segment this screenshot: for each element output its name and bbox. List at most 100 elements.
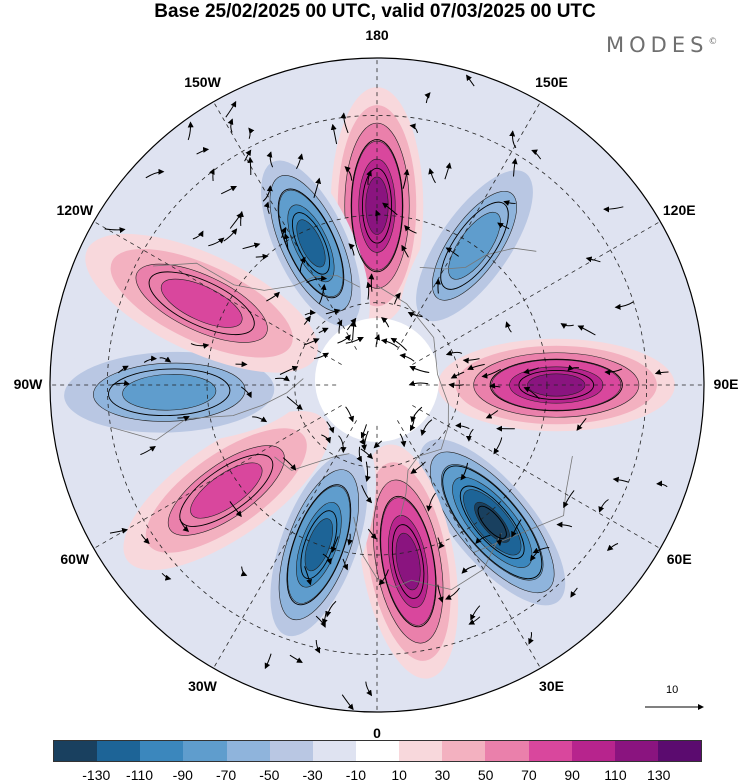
wind-arrow bbox=[503, 200, 516, 206]
polar-cap bbox=[315, 318, 439, 442]
wind-arrow bbox=[445, 247, 459, 257]
wind-arrow bbox=[350, 320, 357, 341]
longitude-label: 90E bbox=[713, 376, 739, 392]
colorbar bbox=[53, 740, 702, 762]
wind-arrow bbox=[577, 325, 596, 336]
wind-arrow bbox=[325, 600, 337, 618]
colorbar-tick-label: -110 bbox=[126, 767, 154, 783]
wind-arrow bbox=[445, 587, 460, 600]
wind-arrow bbox=[303, 338, 320, 346]
colorbar-segment bbox=[399, 741, 443, 761]
wind-arrow bbox=[523, 386, 540, 400]
wind-arrow bbox=[563, 490, 575, 509]
wind-arrow bbox=[266, 291, 280, 302]
wind-arrow bbox=[407, 312, 423, 318]
colorbar-segment bbox=[312, 741, 356, 761]
wind-arrow bbox=[225, 100, 237, 118]
brand-name: MODES bbox=[606, 33, 709, 57]
streamline-loop bbox=[379, 495, 437, 628]
wind-arrow bbox=[445, 350, 463, 356]
colorbar-tick-label: -10 bbox=[345, 767, 366, 783]
wind-arrow bbox=[159, 356, 172, 363]
wind-arrow bbox=[511, 158, 518, 177]
wind-arrow bbox=[420, 419, 433, 436]
wind-arrow bbox=[556, 521, 573, 528]
wind-arrow bbox=[264, 653, 272, 670]
wind-arrow bbox=[262, 185, 273, 202]
wind-arrow bbox=[399, 352, 415, 362]
wind-arrow bbox=[409, 123, 418, 134]
wind-arrow bbox=[303, 315, 311, 325]
map-title: Base 25/02/2025 00 UTC, valid 07/03/2025… bbox=[154, 1, 596, 22]
wind-arrow bbox=[489, 382, 501, 389]
wind-arrow bbox=[604, 368, 623, 376]
streamlines bbox=[104, 74, 669, 711]
wind-arrow bbox=[347, 533, 353, 546]
wind-arrow bbox=[227, 118, 234, 133]
wind-arrow bbox=[361, 485, 373, 504]
wind-arrow bbox=[104, 227, 126, 234]
wind-arrow bbox=[313, 352, 330, 359]
wind-arrow bbox=[295, 153, 304, 170]
wind-arrow bbox=[614, 301, 634, 310]
anomaly-contour bbox=[122, 374, 217, 411]
colorbar-tick-label: 110 bbox=[604, 767, 627, 783]
anomaly-contour bbox=[296, 219, 326, 268]
wind-arrow bbox=[318, 327, 329, 334]
wind-arrow bbox=[345, 406, 355, 423]
wind-arrow bbox=[263, 201, 270, 214]
wind-arrow bbox=[252, 416, 268, 423]
longitude-label: 120E bbox=[662, 201, 696, 218]
wind-arrow bbox=[208, 237, 225, 247]
meridian-line bbox=[397, 96, 544, 350]
wind-arrow bbox=[460, 462, 469, 481]
wind-arrow bbox=[341, 694, 354, 711]
wind-arrow bbox=[345, 336, 364, 344]
wind-arrow bbox=[192, 230, 204, 240]
wind-arrow bbox=[509, 130, 517, 149]
wind-arrow bbox=[289, 654, 303, 663]
wind-arrow bbox=[280, 226, 287, 239]
anomaly-center-positive bbox=[85, 233, 319, 373]
wind-arrow bbox=[161, 572, 172, 581]
longitude-label: 90W bbox=[13, 376, 43, 392]
wind-arrow bbox=[467, 363, 485, 370]
wind-arrow bbox=[240, 386, 252, 399]
wind-arrow bbox=[496, 533, 503, 547]
colorbar-segment bbox=[614, 741, 658, 761]
colorbar-tick-label: -90 bbox=[172, 767, 193, 783]
wind-arrow bbox=[330, 123, 338, 145]
wind-arrow bbox=[444, 162, 452, 180]
anomaly-center-positive bbox=[123, 411, 330, 571]
coastline bbox=[473, 456, 573, 553]
streamline-loop bbox=[148, 271, 255, 336]
wind-arrow bbox=[342, 558, 349, 571]
streamline-loop bbox=[291, 212, 330, 275]
colorbar-tick-label: -50 bbox=[259, 767, 280, 783]
colorbar-tick-label: 90 bbox=[564, 767, 580, 783]
wind-arrow bbox=[140, 534, 150, 545]
wind-arrow bbox=[356, 446, 363, 463]
wind-arrow bbox=[493, 437, 503, 455]
wind-arrow bbox=[598, 499, 609, 513]
wind-arrow bbox=[465, 428, 474, 442]
anomaly-contour bbox=[474, 501, 511, 543]
coastline bbox=[353, 516, 502, 591]
wind-arrow bbox=[532, 547, 550, 554]
colorbar-tick-label: 50 bbox=[477, 767, 494, 783]
latitude-circle bbox=[106, 114, 648, 656]
streamline-loop bbox=[350, 139, 404, 273]
wind-arrow bbox=[408, 380, 429, 387]
wind-arrow bbox=[117, 365, 129, 374]
colorbar-segment bbox=[140, 741, 184, 761]
wind-arrow bbox=[409, 414, 416, 432]
wind-arrow bbox=[365, 681, 373, 697]
wind-arrow bbox=[528, 632, 534, 645]
wind-arrow bbox=[428, 168, 436, 184]
colorbar-tick-label: -70 bbox=[215, 767, 237, 783]
wind-arrow bbox=[248, 127, 255, 139]
meridian-line bbox=[412, 405, 666, 552]
wind-arrow bbox=[315, 615, 326, 628]
wind-arrow bbox=[366, 281, 373, 300]
streamline-loop bbox=[477, 505, 507, 539]
